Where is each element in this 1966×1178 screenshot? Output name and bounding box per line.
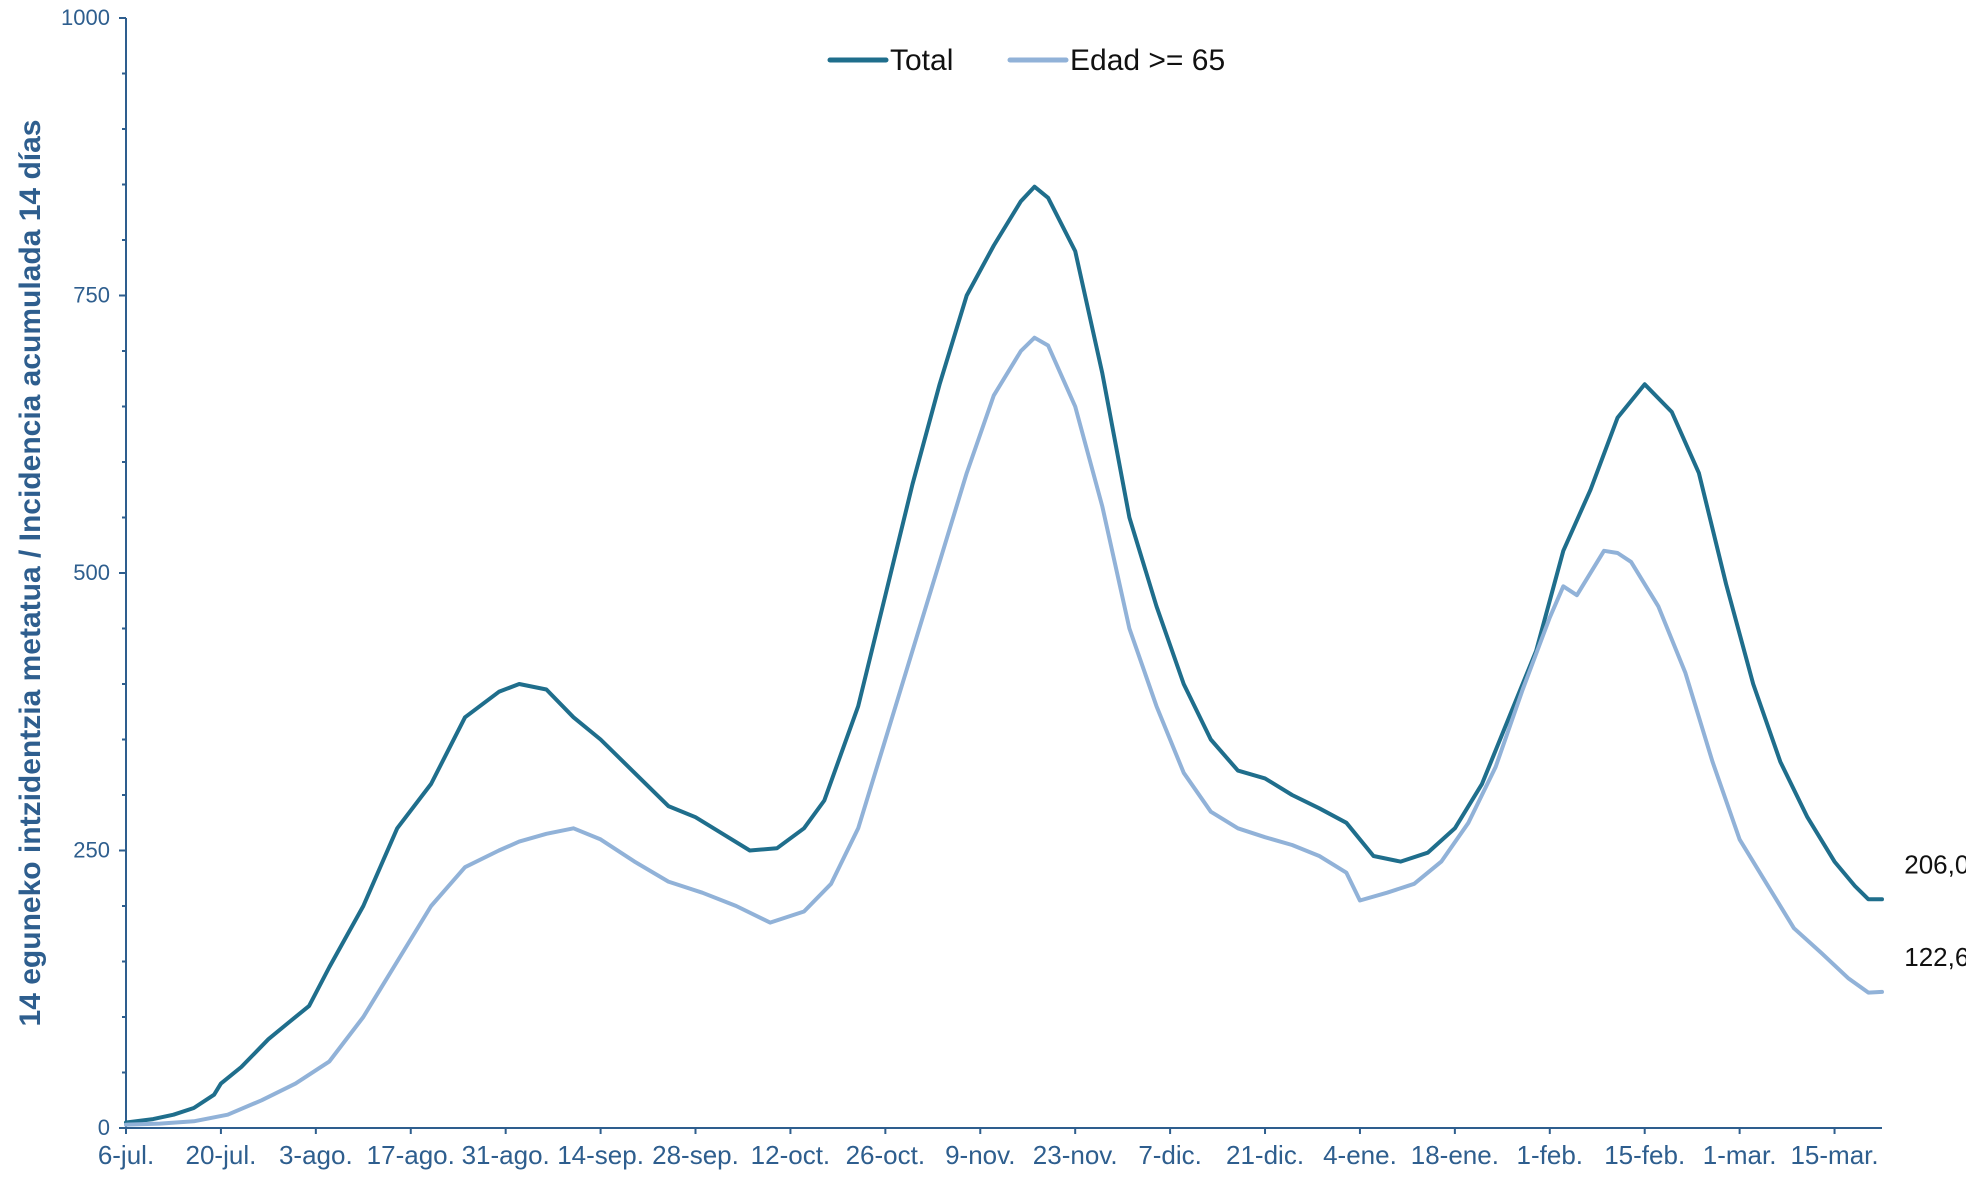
x-tick-label: 1-mar.	[1703, 1140, 1777, 1170]
legend-label: Edad >= 65	[1070, 44, 1225, 77]
axes	[125, 18, 1882, 1129]
x-tick-label: 17-ago.	[367, 1140, 455, 1170]
y-axis-ticks: 0 250 500 750 1000	[61, 5, 126, 1140]
legend-label: Total	[890, 44, 953, 77]
x-tick-label: 4-ene.	[1323, 1140, 1397, 1170]
x-axis-ticks: 6-jul. 20-jul. 3-ago. 17-ago. 31-ago. 14-sep.…	[98, 1128, 1879, 1170]
x-tick-label: 7-dic.	[1138, 1140, 1202, 1170]
x-tick-label: 9-nov.	[945, 1140, 1015, 1170]
x-tick-label: 12-oct.	[751, 1140, 831, 1170]
y-tick-label: 1000	[61, 5, 110, 30]
y-tick-label: 500	[73, 560, 110, 585]
series-end-label: 206,07	[1904, 849, 1966, 879]
x-tick-label: 15-mar.	[1790, 1140, 1878, 1170]
x-tick-label: 18-ene.	[1411, 1140, 1499, 1170]
end-labels: 206,07 122,65	[1904, 849, 1966, 972]
x-tick-label: 23-nov.	[1033, 1140, 1118, 1170]
x-tick-label: 15-feb.	[1604, 1140, 1685, 1170]
series-line-edad-65	[124, 335, 1884, 1127]
y-tick-label: 250	[73, 838, 110, 863]
x-tick-label: 20-jul.	[186, 1140, 257, 1170]
series-end-label: 122,65	[1904, 942, 1966, 972]
series-layer	[124, 184, 1884, 1127]
x-tick-label: 21-dic.	[1226, 1140, 1304, 1170]
x-tick-label: 26-oct.	[846, 1140, 926, 1170]
y-axis-title: 14 eguneko intzidentzia metatua / Incide…	[14, 120, 47, 1027]
x-tick-label: 31-ago.	[462, 1140, 550, 1170]
x-tick-label: 28-sep.	[652, 1140, 739, 1170]
x-tick-label: 1-feb.	[1517, 1140, 1584, 1170]
series-line-total	[124, 184, 1884, 1125]
y-tick-label: 0	[98, 1115, 110, 1140]
x-tick-label: 14-sep.	[557, 1140, 644, 1170]
x-tick-label: 3-ago.	[279, 1140, 353, 1170]
x-tick-label: 6-jul.	[98, 1140, 154, 1170]
legend: Total Edad >= 65	[827, 44, 1225, 77]
y-tick-label: 750	[73, 283, 110, 308]
